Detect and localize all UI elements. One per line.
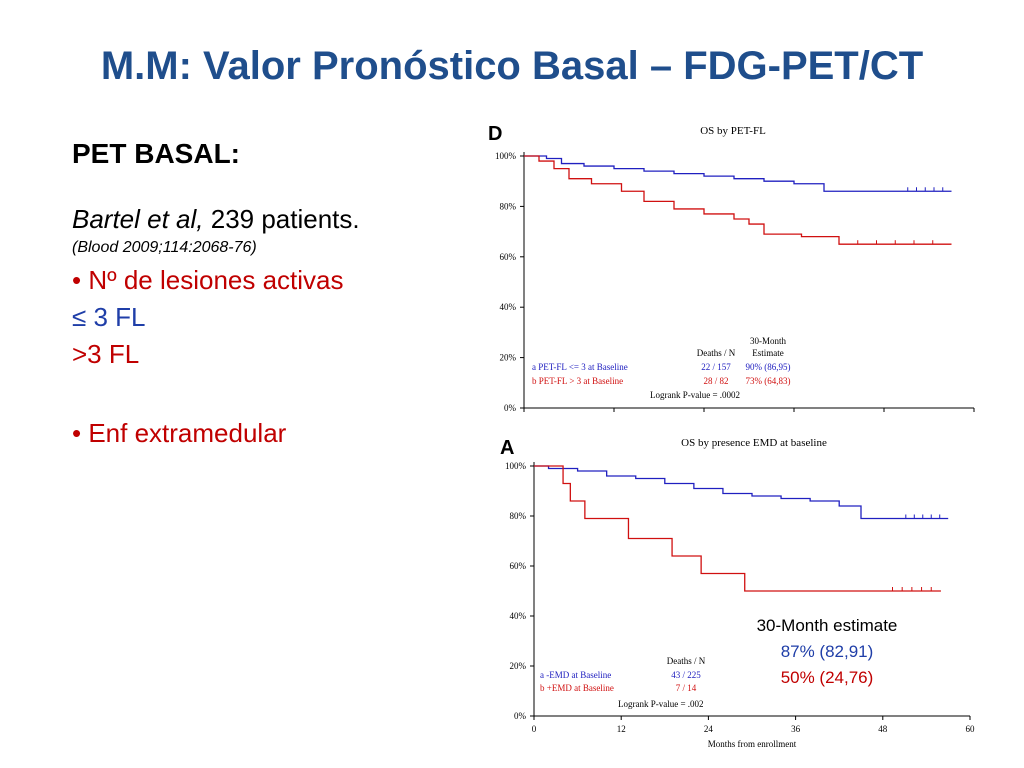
panel-letter-d: D [488, 123, 502, 145]
estimate-blue: 87% (82,91) [780, 642, 874, 661]
fl-high-label: >3 FL [72, 339, 140, 369]
panel-letter-a: A [500, 437, 514, 459]
chart-a-x-tick-label: 48 [878, 724, 888, 734]
study-patients: 239 patients. [203, 204, 360, 234]
chart-d-row-a-label: a PET-FL <= 3 at Baseline [532, 362, 628, 372]
chart-d-title: OS by PET-FL [700, 125, 766, 137]
chart-a-logrank: Logrank P-value = .002 [618, 699, 704, 709]
chart-d-table-header-deaths: Deaths / N [697, 348, 736, 358]
study-reference: (Blood 2009;114:2068-76) [72, 239, 257, 256]
chart-d-series-b-curve [524, 155, 952, 245]
chart-d-y-tick-label: 60% [500, 252, 517, 262]
fl-low-label: ≤ 3 FL [72, 302, 146, 332]
chart-d-logrank: Logrank P-value = .0002 [650, 390, 740, 400]
chart-a-y-tick-label: 40% [510, 611, 527, 621]
chart-a-title: OS by presence EMD at baseline [681, 437, 827, 449]
study-line: Bartel et al, 239 patients. [72, 204, 472, 235]
chart-d-y-tick-label: 40% [500, 302, 517, 312]
chart-a-table-header-deaths: Deaths / N [667, 656, 706, 666]
estimate-title: 30-Month estimate [756, 616, 898, 635]
chart-d-y-tick-label: 100% [495, 151, 517, 161]
chart-a-y-tick-label: 20% [510, 661, 527, 671]
chart-d-table-header-est-bottom: Estimate [752, 348, 784, 358]
chart-os-by-pet-fl: D OS by PET-FL 100% 80% 60% 40% 20% 0% Deaths… [488, 123, 975, 413]
chart-a-xlabel: Months from enrollment [708, 739, 797, 749]
pet-basal-heading: PET BASAL: [72, 138, 240, 169]
chart-a-y-tick-label: 80% [510, 511, 527, 521]
text-panel: PET BASAL: Bartel et al, 239 patients. (… [72, 138, 472, 449]
study-author: Bartel et al, [72, 204, 204, 234]
chart-d-row-b-estimate: 73% (64,83) [746, 376, 791, 386]
chart-d-series-a-curve [524, 155, 952, 192]
chart-a-row-a-label: a -EMD at Baseline [540, 670, 611, 680]
chart-a-row-a-deaths: 43 / 225 [671, 670, 701, 680]
chart-a-series-b-curve [534, 465, 941, 592]
chart-a-y-tick-label: 0% [514, 711, 527, 721]
chart-a-x-tick-label: 60 [966, 724, 976, 734]
chart-d-y-tick-label: 80% [500, 201, 517, 211]
chart-a-row-b-label: b +EMD at Baseline [540, 683, 614, 693]
chart-a-series-a-curve [534, 465, 949, 520]
chart-d-row-b-label: b PET-FL > 3 at Baseline [532, 376, 623, 386]
estimate-overlay: 30-Month estimate 87% (82,91) 50% (24,76… [738, 616, 916, 688]
chart-d-table-header-est-top: 30-Month [750, 336, 787, 346]
chart-a-x-tick-label: 12 [617, 724, 626, 734]
chart-d-row-a-estimate: 90% (86,95) [746, 362, 791, 372]
estimate-red: 50% (24,76) [780, 668, 874, 687]
chart-a-x-tick-label: 0 [532, 724, 537, 734]
chart-d-y-tick-label: 20% [500, 353, 517, 363]
chart-d-y-tick-label: 0% [504, 403, 517, 413]
chart-a-x-tick-label: 36 [791, 724, 801, 734]
chart-os-by-emd: A OS by presence EMD at baseline 100% 80%… [500, 437, 976, 749]
chart-d-row-b-deaths: 28 / 82 [703, 376, 728, 386]
bullet-emd: • Enf extramedular [72, 418, 287, 448]
chart-a-y-tick-label: 100% [505, 461, 527, 471]
chart-a-y-tick-label: 60% [510, 561, 527, 571]
chart-d-row-a-deaths: 22 / 157 [701, 362, 731, 372]
chart-a-row-b-deaths: 7 / 14 [676, 683, 697, 693]
slide-title: M.M: Valor Pronóstico Basal – FDG-PET/CT [100, 44, 924, 88]
bullet-lesions: • Nº de lesiones activas [72, 265, 344, 295]
chart-a-x-tick-label: 24 [704, 724, 714, 734]
